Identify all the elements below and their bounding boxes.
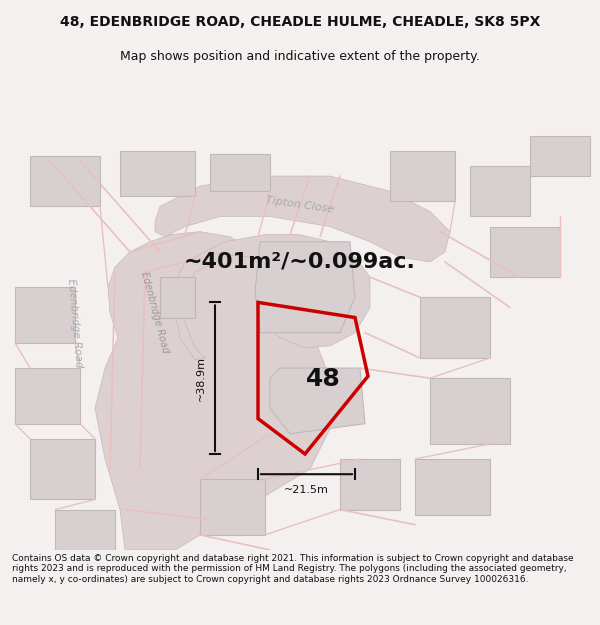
Text: ~21.5m: ~21.5m xyxy=(284,486,329,496)
Text: Map shows position and indicative extent of the property.: Map shows position and indicative extent… xyxy=(120,50,480,62)
Polygon shape xyxy=(430,378,510,444)
Polygon shape xyxy=(160,277,195,318)
Polygon shape xyxy=(490,227,560,277)
Polygon shape xyxy=(30,156,100,206)
Text: 48, EDENBRIDGE ROAD, CHEADLE HULME, CHEADLE, SK8 5PX: 48, EDENBRIDGE ROAD, CHEADLE HULME, CHEA… xyxy=(60,16,540,29)
Polygon shape xyxy=(390,151,455,201)
Polygon shape xyxy=(55,509,115,550)
Text: ~401m²/~0.099ac.: ~401m²/~0.099ac. xyxy=(184,252,416,272)
Polygon shape xyxy=(30,439,95,499)
Text: Edenbridge Road: Edenbridge Road xyxy=(139,271,171,354)
Polygon shape xyxy=(210,154,270,191)
Text: Edenbridge Road: Edenbridge Road xyxy=(66,278,84,368)
Polygon shape xyxy=(255,242,355,332)
Polygon shape xyxy=(155,176,450,262)
Polygon shape xyxy=(95,232,330,550)
Polygon shape xyxy=(340,459,400,509)
Text: Tipton Close: Tipton Close xyxy=(265,194,335,214)
Polygon shape xyxy=(15,288,75,343)
Polygon shape xyxy=(200,479,265,535)
Text: ~38.9m: ~38.9m xyxy=(196,356,206,401)
Polygon shape xyxy=(530,136,590,176)
Text: Contains OS data © Crown copyright and database right 2021. This information is : Contains OS data © Crown copyright and d… xyxy=(12,554,574,584)
Polygon shape xyxy=(420,298,490,358)
Polygon shape xyxy=(175,234,370,360)
Polygon shape xyxy=(15,368,80,424)
Polygon shape xyxy=(270,368,365,434)
Polygon shape xyxy=(415,459,490,514)
Polygon shape xyxy=(120,151,195,196)
Polygon shape xyxy=(470,166,530,216)
Text: 48: 48 xyxy=(307,367,341,391)
